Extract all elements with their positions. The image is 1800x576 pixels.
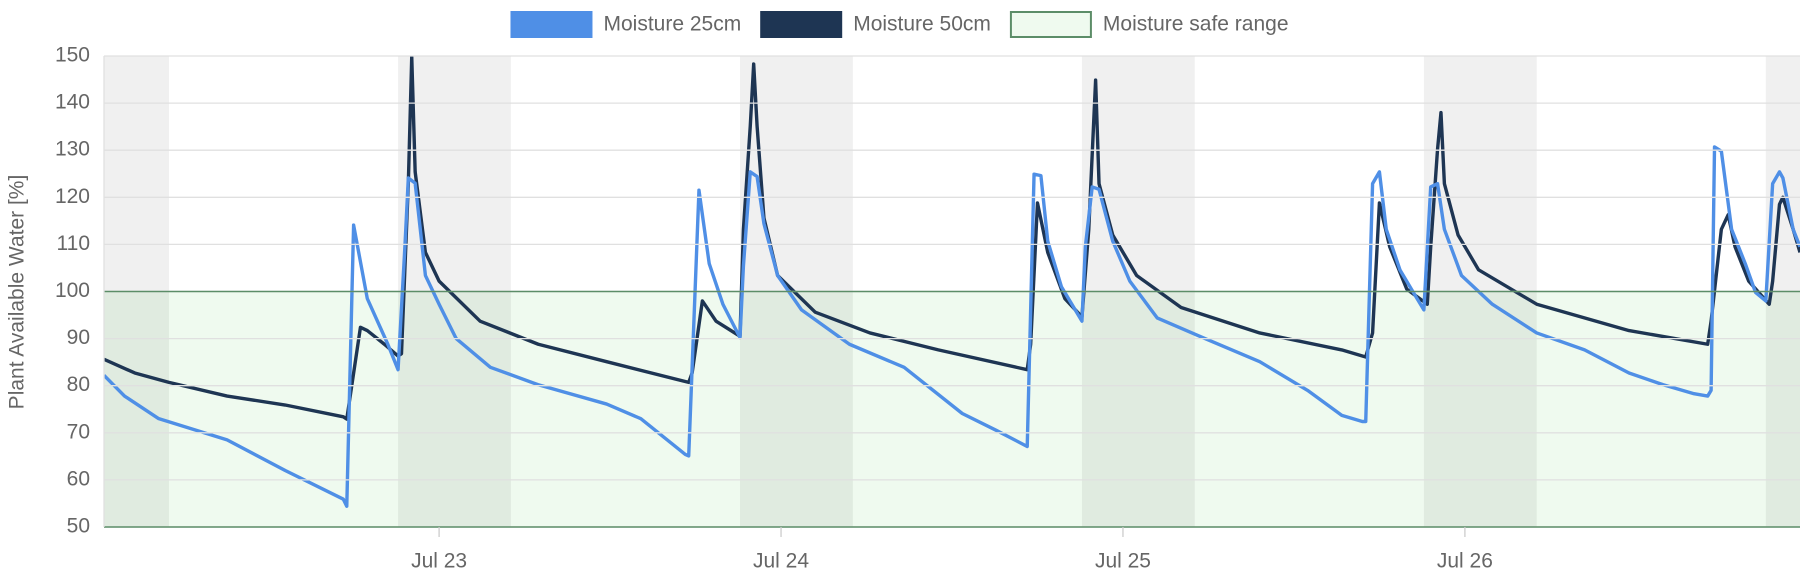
legend: Moisture 25cm Moisture 50cm Moisture safe … bbox=[510, 11, 1289, 38]
x-tick-label: Jul 24 bbox=[753, 550, 809, 573]
legend-item: Moisture 50cm bbox=[760, 11, 991, 38]
y-tick-label: 60 bbox=[67, 467, 90, 490]
y-tick-label: 110 bbox=[57, 232, 90, 255]
x-tick-label: Jul 25 bbox=[1095, 550, 1151, 573]
x-tick-label: Jul 23 bbox=[411, 550, 467, 573]
y-tick-label: 120 bbox=[55, 185, 90, 208]
series-line bbox=[104, 56, 1800, 421]
legend-item: Moisture 25cm bbox=[510, 11, 741, 38]
y-tick-label: 150 bbox=[55, 44, 90, 67]
y-tick-label: 140 bbox=[55, 91, 90, 114]
legend-swatch bbox=[1009, 11, 1092, 38]
legend-label: Moisture safe range bbox=[1103, 13, 1289, 36]
y-tick-label: 100 bbox=[55, 279, 90, 302]
y-tick-label: 90 bbox=[67, 326, 90, 349]
legend-swatch bbox=[760, 11, 843, 38]
y-tick-label: 50 bbox=[67, 515, 90, 538]
legend-item: Moisture safe range bbox=[1009, 11, 1289, 38]
legend-label: Moisture 25cm bbox=[603, 13, 741, 36]
legend-swatch bbox=[510, 11, 593, 38]
y-tick-label: 130 bbox=[55, 138, 90, 161]
x-tick-label: Jul 26 bbox=[1437, 550, 1493, 573]
y-tick-label: 70 bbox=[67, 420, 90, 443]
y-axis-label: Plant Available Water [%] bbox=[6, 175, 29, 410]
y-tick-label: 80 bbox=[67, 373, 90, 396]
legend-label: Moisture 50cm bbox=[853, 13, 991, 36]
safe-range bbox=[104, 291, 1800, 527]
